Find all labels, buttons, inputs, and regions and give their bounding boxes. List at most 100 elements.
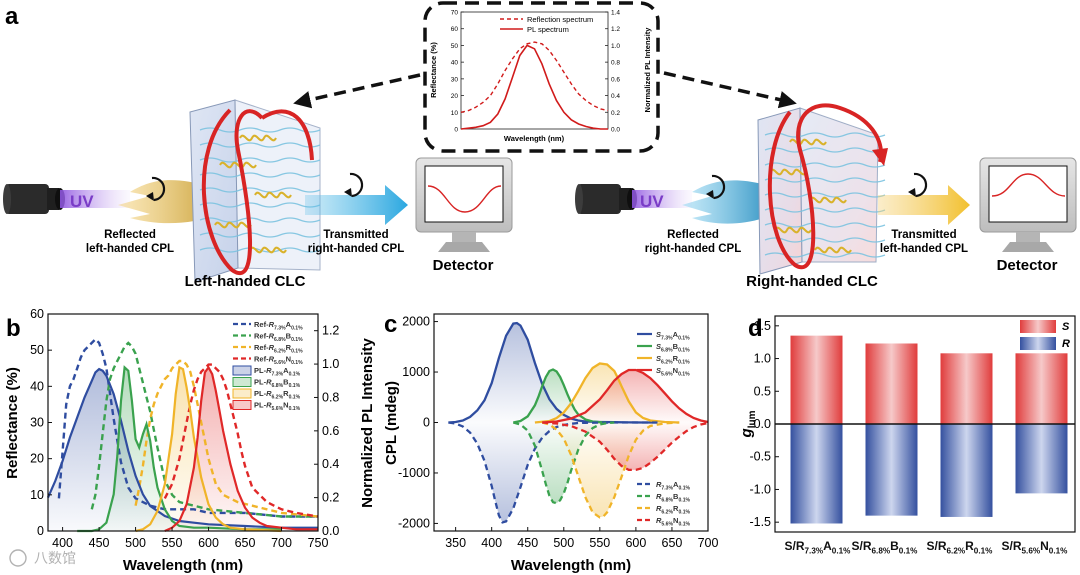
label-part: 0.1% (291, 325, 303, 331)
inset-ytick-right-label: 0.2 (611, 110, 620, 117)
bar-R (865, 424, 918, 516)
legend-swatch-pl (232, 377, 252, 387)
inset-ytick-left-label: 0 (454, 127, 458, 134)
clc-right-cell (757, 107, 886, 275)
label-part: A (823, 539, 832, 553)
cpl-line-R-4 (448, 421, 658, 524)
pl-line-5 (77, 365, 282, 533)
label-part: Ref- (254, 355, 269, 364)
cpl-line-R-7 (542, 421, 709, 472)
clc-left-cell (189, 99, 321, 283)
label-part: R (283, 389, 289, 398)
d-ytick-label: -1.0 (749, 482, 771, 496)
label-part: 0.1% (678, 335, 690, 341)
rotation-arrowhead-right-transmitted (908, 188, 916, 197)
label-part: B (283, 378, 289, 387)
label-part: 6.8% (661, 497, 673, 503)
inset-ylabel-left: Reflectance (%) (429, 42, 438, 98)
inset-ytick-left-label: 10 (451, 110, 459, 117)
label-part: 6.2% (272, 394, 284, 400)
cpl-area-0 (448, 323, 658, 423)
label-part: N (673, 366, 678, 375)
bar-S (865, 343, 918, 424)
legend-entry-R: R5.6%N0.1% (656, 516, 691, 527)
d-ytick-label: 1.0 (754, 352, 771, 366)
panel-d-ylabel: glum (738, 410, 758, 438)
pl-area-6 (135, 367, 282, 531)
left-reflected-line2: left-handed CPL (86, 243, 174, 255)
detector-monitor-right (979, 157, 1077, 252)
b-xtick-label: 450 (89, 536, 110, 550)
panel-c-chart: 350 400 450 500 550 600 650 700 -2000 -1000 0 1000… (383, 313, 718, 574)
detector-signal-peak (991, 173, 1066, 197)
label-part: 7.3% (272, 371, 284, 377)
label-part: 0.1% (1049, 547, 1068, 556)
left-transmitted-line2: right-handed CPL (308, 243, 404, 255)
bar-R (940, 424, 993, 517)
right-clc-title: Right-handed CLC (746, 273, 878, 290)
d-ytick-label: -1.5 (749, 515, 771, 529)
right-transmitted-line2: left-handed CPL (880, 243, 968, 255)
inset-box: 0 10 20 30 40 50 60 70 0.0 0.2 0.4 0.6 0.8 1.0 1.2 1.4… (423, 1, 660, 153)
label-part: R (286, 343, 292, 352)
panel-b-ylabel-left: Reflectance (%) (4, 367, 21, 479)
watermark-text: 八数馆 (34, 550, 76, 566)
label-part: S (656, 330, 661, 339)
pl-line-6 (135, 365, 282, 533)
label-part: 0.1% (678, 347, 690, 353)
pl-line-4 (46, 367, 318, 529)
label-part: S (656, 354, 661, 363)
rotation-icon-left-transmitted (349, 172, 364, 198)
label-part: R (266, 401, 272, 410)
label-part: 0.1% (678, 371, 690, 377)
label-part: 6.2% (274, 348, 286, 354)
label-part: A (673, 480, 679, 489)
cpl-area-1 (513, 369, 608, 423)
pl-area-5 (77, 367, 282, 531)
bar-S (790, 335, 843, 424)
label-part: B (286, 332, 292, 341)
inset-reflection-line (460, 41, 609, 113)
label-part: 0.1% (974, 547, 993, 556)
uv-beam-right (632, 190, 692, 208)
d-category-label: S/R6.2%R0.1% (927, 539, 994, 556)
label-part: A (673, 330, 679, 339)
legend-entry-S: S7.3%A0.1% (656, 330, 690, 341)
panel-letter-c: c (384, 311, 397, 338)
label-part: S/R (1002, 539, 1022, 553)
left-reflected-line1: Reflected (104, 229, 156, 241)
cpl-line-S-2 (534, 362, 680, 424)
cpl-line-S-3 (542, 368, 709, 424)
c-xtick-label: 450 (517, 536, 538, 550)
inset-legend-pl: PL spectrum (527, 25, 569, 34)
b-ytick-left-label: 40 (30, 379, 44, 393)
detector-monitor-left (415, 157, 513, 252)
label-part: S/R (927, 539, 947, 553)
label-part: 6.8% (872, 547, 891, 556)
legend-entry-S: S6.8%B0.1% (656, 342, 690, 353)
b-ytick-right-label: 0.8 (322, 390, 339, 404)
d-category-label: S/R7.3%A0.1% (785, 539, 852, 556)
detector-label-right: Detector (997, 257, 1058, 274)
label-part: R (965, 539, 974, 553)
legend-entry: Ref-R5.6%N0.1% (254, 355, 303, 366)
legend-entry-R: R6.8%B0.1% (656, 492, 691, 503)
label-part: N (286, 355, 291, 364)
rotation-arrowhead-right-reflected (706, 190, 714, 199)
transmitted-arrow-left (305, 185, 408, 225)
label-part: Ref- (254, 343, 269, 352)
legend-entry-R: R6.2%R0.1% (656, 504, 691, 515)
uv-lamp-left (3, 184, 65, 214)
label-part: 6.2% (661, 359, 673, 365)
legend-entry: PL-R5.6%N0.1% (254, 401, 301, 412)
bar-R (790, 424, 843, 524)
label-part: B (890, 539, 899, 553)
pointer-arrow-left (293, 73, 421, 109)
label-part: PL- (254, 389, 267, 398)
panel-letter-d: d (748, 315, 763, 342)
legend-entry: Ref-R6.8%B0.1% (254, 332, 303, 343)
label-part: R (269, 332, 275, 341)
d-ytick-label: 0.5 (754, 384, 771, 398)
b-ytick-right-label: 0.2 (322, 491, 339, 505)
label-part: N (673, 516, 678, 525)
